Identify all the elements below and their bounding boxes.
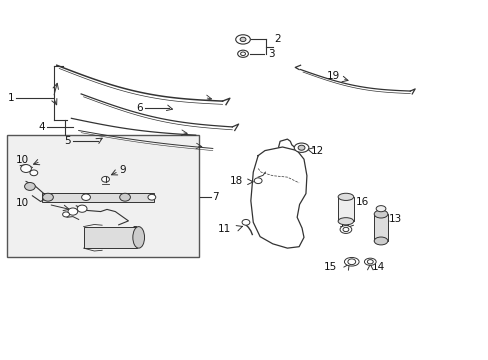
Circle shape bbox=[120, 193, 130, 201]
Circle shape bbox=[240, 37, 245, 41]
Ellipse shape bbox=[237, 50, 248, 57]
Ellipse shape bbox=[344, 257, 358, 266]
Text: 16: 16 bbox=[355, 197, 368, 207]
Bar bbox=[373, 214, 387, 241]
Text: 7: 7 bbox=[211, 192, 218, 202]
Circle shape bbox=[342, 227, 348, 231]
Text: 9: 9 bbox=[119, 165, 125, 175]
Bar bbox=[83, 226, 137, 248]
Ellipse shape bbox=[373, 210, 387, 218]
Circle shape bbox=[20, 165, 31, 172]
Ellipse shape bbox=[375, 206, 385, 212]
Text: 10: 10 bbox=[15, 198, 28, 208]
Circle shape bbox=[240, 52, 245, 55]
Text: 19: 19 bbox=[326, 71, 339, 81]
FancyBboxPatch shape bbox=[6, 135, 199, 257]
Circle shape bbox=[242, 220, 249, 225]
Text: 6: 6 bbox=[136, 103, 142, 113]
Ellipse shape bbox=[364, 258, 375, 265]
Ellipse shape bbox=[373, 237, 387, 245]
Ellipse shape bbox=[337, 193, 353, 201]
Ellipse shape bbox=[133, 226, 144, 248]
Text: 15: 15 bbox=[323, 262, 336, 272]
Circle shape bbox=[24, 183, 35, 190]
Circle shape bbox=[254, 178, 262, 184]
Circle shape bbox=[68, 208, 78, 215]
Ellipse shape bbox=[294, 143, 308, 152]
Text: 3: 3 bbox=[267, 49, 274, 59]
Circle shape bbox=[62, 212, 69, 217]
Text: 11: 11 bbox=[217, 225, 230, 234]
Ellipse shape bbox=[337, 218, 353, 225]
Text: 10: 10 bbox=[15, 155, 28, 165]
Text: 17: 17 bbox=[338, 219, 352, 229]
Circle shape bbox=[347, 259, 355, 265]
Circle shape bbox=[42, 193, 53, 201]
Circle shape bbox=[298, 145, 305, 150]
Text: 14: 14 bbox=[371, 262, 385, 272]
Circle shape bbox=[81, 194, 90, 201]
Text: 4: 4 bbox=[39, 122, 45, 132]
Bar bbox=[42, 193, 154, 202]
Circle shape bbox=[102, 176, 109, 182]
Circle shape bbox=[366, 260, 372, 264]
Circle shape bbox=[77, 205, 87, 212]
Circle shape bbox=[30, 170, 38, 176]
Text: 13: 13 bbox=[387, 215, 401, 224]
Text: 12: 12 bbox=[311, 145, 324, 156]
Circle shape bbox=[148, 194, 156, 200]
Text: 8: 8 bbox=[131, 226, 137, 236]
Text: 18: 18 bbox=[230, 176, 243, 186]
Ellipse shape bbox=[339, 226, 351, 233]
Ellipse shape bbox=[235, 35, 250, 44]
Bar bbox=[337, 197, 353, 221]
Text: 1: 1 bbox=[8, 93, 15, 103]
Text: 2: 2 bbox=[273, 35, 280, 44]
Text: 5: 5 bbox=[64, 136, 71, 145]
